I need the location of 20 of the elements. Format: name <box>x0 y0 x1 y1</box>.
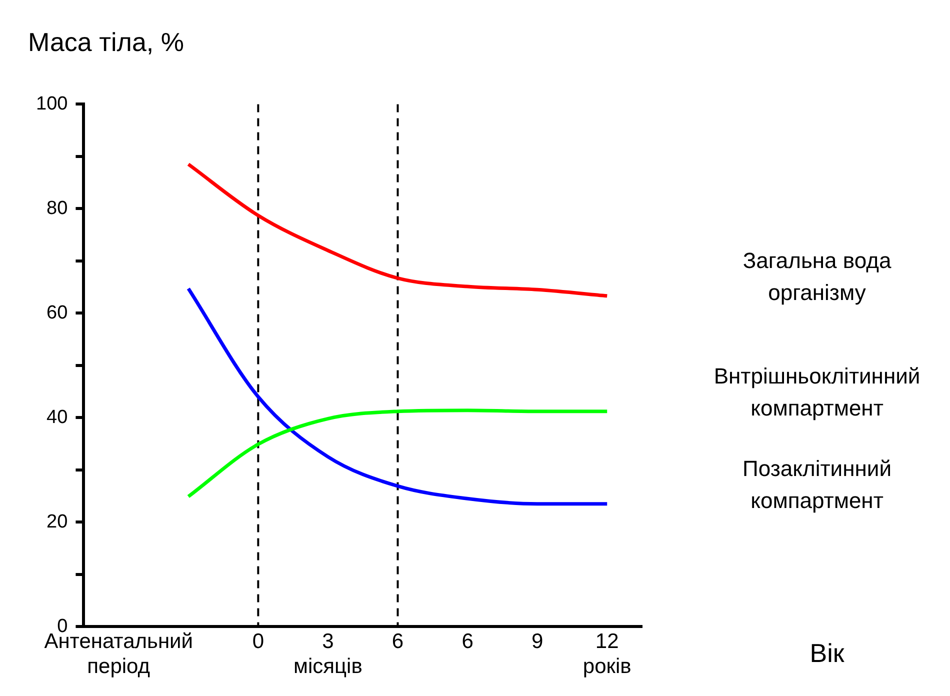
text: Внтрішньоклітинний компартмент <box>714 363 920 420</box>
text: Вік <box>810 638 845 668</box>
text: Позаклітинний компартмент <box>742 456 892 513</box>
line-series <box>186 408 609 498</box>
y-tick-label: 100 <box>36 93 68 114</box>
x-tick-label: 0 <box>252 630 264 653</box>
line-series <box>186 162 609 298</box>
x-tick-label: 9 <box>531 630 544 653</box>
y-tick-label: 60 <box>46 302 68 324</box>
x-tick-label: 6 <box>392 630 404 653</box>
y-tick-label: 0 <box>57 616 68 637</box>
x-tick-label: 6 <box>462 630 474 653</box>
y-tick-label: 40 <box>46 406 68 428</box>
x-tick-label: 12 років <box>582 630 632 678</box>
text: Загальна вода організму <box>742 248 892 305</box>
x-tick-label: 3 місяців <box>294 630 362 678</box>
y-tick-label: 80 <box>46 198 68 219</box>
line-series <box>186 286 609 506</box>
chart-title: Маса тіла, % <box>28 26 184 57</box>
y-tick-label: 20 <box>46 511 68 532</box>
